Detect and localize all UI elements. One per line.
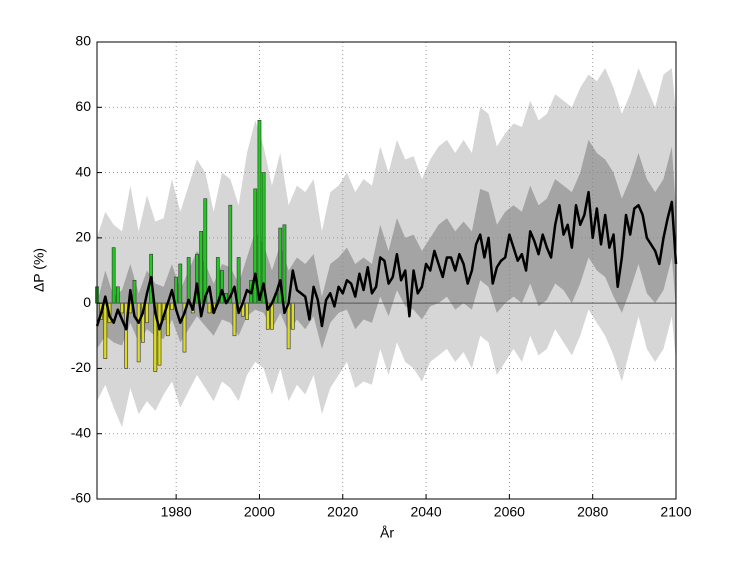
bar	[145, 302, 149, 324]
y-tick-label: -20	[71, 359, 91, 375]
x-tick-label: 2000	[244, 504, 275, 520]
y-axis-label: ΔP (%)	[31, 248, 47, 292]
bar	[286, 302, 291, 350]
band	[97, 139, 676, 349]
bar	[282, 224, 287, 304]
x-axis-label: År	[380, 525, 394, 541]
bar	[111, 247, 116, 304]
x-tick-label: 2080	[577, 504, 608, 520]
x-tick-label: 1980	[161, 504, 192, 520]
bar	[257, 120, 262, 304]
x-tick-label: 2100	[660, 504, 691, 520]
bar	[228, 204, 233, 304]
bar	[157, 302, 162, 366]
bar	[115, 286, 120, 304]
y-tick-label: -60	[71, 490, 91, 506]
bar	[203, 198, 208, 304]
median-line	[95, 190, 678, 331]
bar	[120, 302, 124, 314]
bar	[207, 302, 212, 314]
bar	[170, 302, 174, 310]
bar	[245, 302, 249, 320]
bar	[220, 270, 224, 304]
plot-frame	[96, 41, 677, 500]
bar	[236, 257, 241, 304]
bar	[199, 231, 203, 304]
y-tick-label: 80	[75, 33, 91, 49]
x-tick-label: 2020	[327, 504, 358, 520]
y-tick-label: 20	[75, 229, 91, 245]
bar	[290, 302, 295, 330]
x-tick-label: 2040	[410, 504, 441, 520]
bar	[132, 279, 137, 304]
bar	[136, 302, 141, 363]
x-tick-label: 2060	[494, 504, 525, 520]
bar	[178, 263, 183, 304]
y-tick-label: -40	[71, 424, 91, 440]
y-tick-label: 0	[83, 294, 91, 310]
bar	[103, 302, 108, 359]
y-tick-label: 60	[75, 98, 91, 114]
y-tick-label: 40	[75, 163, 91, 179]
bar	[186, 257, 191, 304]
bar	[232, 302, 237, 337]
